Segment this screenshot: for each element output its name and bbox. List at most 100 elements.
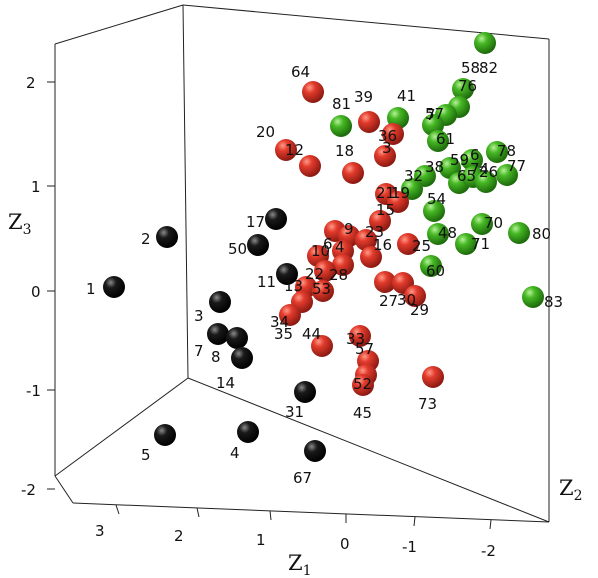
point-red-16 [360, 246, 382, 268]
point-label: 3 [194, 307, 204, 325]
point-green-54 [423, 200, 445, 222]
point-label: 35 [274, 325, 293, 343]
z3-axis-label: Z3 [8, 210, 32, 238]
point-label: 17 [246, 213, 265, 231]
z1-tick-label: 0 [340, 535, 350, 553]
z1-tick-label: -2 [481, 542, 496, 560]
point-green-48 [427, 223, 449, 245]
point-label: 57 [425, 105, 444, 123]
point-label: 48 [438, 224, 457, 242]
point-label: 65 [457, 167, 476, 185]
z3-tick-label: 1 [31, 178, 41, 196]
point-green-60 [420, 255, 442, 277]
point-label: 54 [427, 190, 446, 208]
point-label: 10 [311, 242, 330, 260]
point-label: 52 [353, 375, 372, 393]
point-label: 83 [544, 293, 563, 311]
point-red-27 [374, 271, 396, 293]
point-label: 7 [426, 106, 436, 124]
point-red-35 [279, 304, 301, 326]
point-label: 11 [257, 273, 276, 291]
point-label: 28 [329, 266, 348, 284]
point-label: 1 [86, 280, 96, 298]
box-edge-bottom-back [187, 377, 550, 523]
point-label: 67 [293, 469, 312, 487]
point-black-50 [247, 234, 269, 256]
point-green-32 [401, 178, 423, 200]
bounding-box [54, 4, 550, 523]
point-label: 8 [211, 348, 221, 366]
point-label: 58 [461, 59, 480, 77]
point-black-4 [237, 421, 259, 443]
box-edge-bottom-front [72, 502, 550, 523]
point-label: 60 [426, 262, 445, 280]
box-edge-top-back [182, 4, 550, 40]
point-label: 41 [397, 87, 416, 105]
z1-tick-mark [413, 516, 416, 527]
point-black-1 [103, 276, 125, 298]
point-label: 6 [470, 146, 480, 164]
point-red-12 [299, 155, 321, 177]
point-label: 9 [344, 220, 354, 238]
point-red-19 [387, 191, 409, 213]
point-label: 26 [479, 163, 498, 181]
point-label: 25 [412, 237, 431, 255]
point-label: 27 [379, 292, 398, 310]
point-label: 80 [532, 225, 551, 243]
point-label: 5 [141, 446, 151, 464]
point-green-6 [461, 149, 483, 171]
z3-axis: 2 1 0 -1 -2 Z3 [8, 74, 55, 499]
point-label: 70 [484, 214, 503, 232]
point-label: 6 [323, 235, 333, 253]
point-label: 3 [382, 139, 392, 157]
point-red-33 [349, 325, 371, 347]
point-red-15 [369, 210, 391, 232]
point-label: 61 [436, 130, 455, 148]
point-red-3 [374, 145, 396, 167]
point-label: 31 [285, 403, 304, 421]
point-black-17 [265, 208, 287, 230]
point-red-20 [275, 139, 297, 161]
point-black-31 [294, 381, 316, 403]
box-edge-bottom-left [54, 377, 189, 477]
point-label: 20 [256, 123, 275, 141]
point-black-8 [226, 327, 248, 349]
point-label: 64 [291, 63, 310, 81]
point-green-71 [455, 233, 477, 255]
z3-tick-label: -1 [26, 382, 41, 400]
point-label: 32 [404, 167, 423, 185]
point-label: 21 [376, 184, 395, 202]
point-green-70 [471, 213, 493, 235]
point-label: 82 [479, 59, 498, 77]
point-label: 81 [332, 95, 351, 113]
point-label: 36 [378, 127, 397, 145]
point-label: 18 [335, 142, 354, 160]
point-label: 23 [365, 223, 384, 241]
point-label: 2 [141, 230, 151, 248]
z1-axis: 3 2 1 0 -1 -2 Z1 [95, 504, 496, 578]
z3-tick-label: 2 [26, 74, 36, 92]
point-label: 77 [507, 157, 526, 175]
point-green-81 [330, 115, 352, 137]
point-black-11 [276, 263, 298, 285]
point-green-26 [475, 171, 497, 193]
point-black-14 [231, 347, 253, 369]
point-label: 44 [302, 325, 321, 343]
point-label: 4 [230, 444, 240, 462]
point-label: 22 [305, 265, 324, 283]
point-black-2 [156, 226, 178, 248]
z1-tick-label: 3 [95, 522, 105, 540]
data-points [103, 32, 544, 462]
point-black-5 [154, 424, 176, 446]
point-label: 39 [354, 88, 373, 106]
point-label: 14 [216, 374, 235, 392]
z2-axis-label: Z2 [559, 476, 583, 504]
point-label: 30 [397, 291, 416, 309]
point-green-77 [496, 164, 518, 186]
point-label: 59 [450, 151, 469, 169]
point-label: 33 [346, 330, 365, 348]
point-label: 38 [425, 158, 444, 176]
point-label: 7 [194, 342, 204, 360]
